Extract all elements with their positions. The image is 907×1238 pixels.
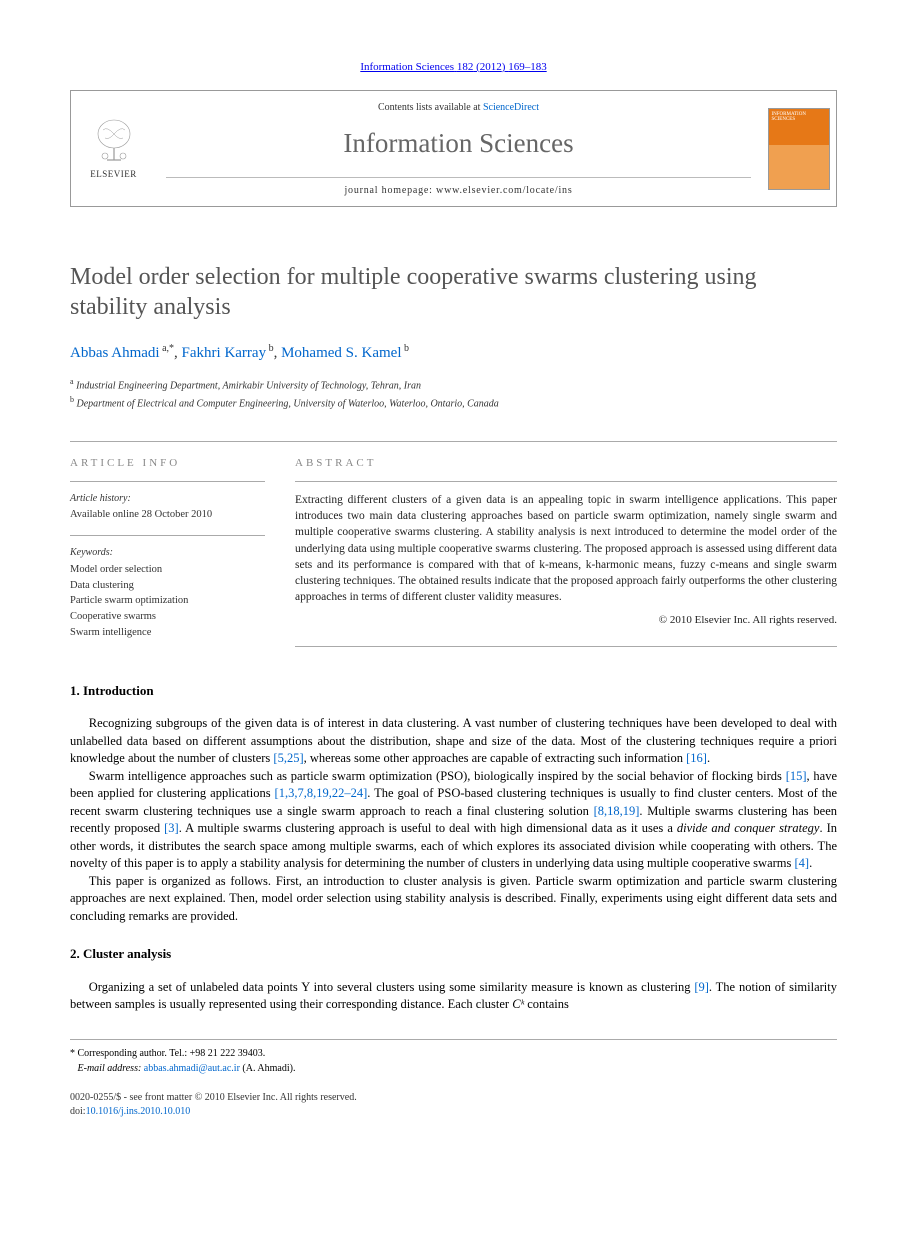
info-abstract-row: ARTICLE INFO Article history: Available … <box>70 441 837 647</box>
article-title: Model order selection for multiple coope… <box>70 262 837 322</box>
s1-p1: Recognizing subgroups of the given data … <box>70 715 837 768</box>
ref-link[interactable]: [3] <box>164 821 179 835</box>
corresponding-footnote: * Corresponding author. Tel.: +98 21 222… <box>70 1046 837 1061</box>
contents-available: Contents lists available at ScienceDirec… <box>156 101 761 115</box>
ref-link[interactable]: [16] <box>686 751 707 765</box>
corresponding-marker: * <box>169 343 174 354</box>
keyword-item: Particle swarm optimization <box>70 593 265 609</box>
abstract-column: ABSTRACT Extracting different clusters o… <box>295 442 837 647</box>
journal-reference: Information Sciences 182 (2012) 169–183 <box>70 60 837 75</box>
ref-link[interactable]: [8,18,19] <box>594 804 640 818</box>
article-history-label: Article history: <box>70 492 265 506</box>
affiliation-b: b Department of Electrical and Computer … <box>70 394 837 411</box>
ref-link[interactable]: [5,25] <box>273 751 303 765</box>
affiliations: a Industrial Engineering Department, Ami… <box>70 376 837 411</box>
email-footnote: E-mail address: abbas.ahmadi@aut.ac.ir (… <box>70 1061 837 1076</box>
front-matter-line: 0020-0255/$ - see front matter © 2010 El… <box>70 1091 837 1105</box>
elsevier-tree-icon <box>89 116 139 166</box>
s1-p2: Swarm intelligence approaches such as pa… <box>70 768 837 873</box>
keyword-item: Swarm intelligence <box>70 625 265 641</box>
emphasis: divide and conquer strategy <box>677 821 820 835</box>
abstract-text: Extracting different clusters of a given… <box>295 492 837 605</box>
abstract-copyright: © 2010 Elsevier Inc. All rights reserved… <box>295 613 837 628</box>
publisher-name: ELSEVIER <box>90 168 137 181</box>
journal-title: Information Sciences <box>156 125 761 163</box>
affiliation-a: a Industrial Engineering Department, Ami… <box>70 376 837 393</box>
article-history-value: Available online 28 October 2010 <box>70 508 265 523</box>
keyword-item: Data clustering <box>70 578 265 594</box>
author-link-1[interactable]: Abbas Ahmadi <box>70 345 160 361</box>
section-1-heading: 1. Introduction <box>70 682 837 700</box>
s2-p1: Organizing a set of unlabeled data point… <box>70 979 837 1014</box>
journal-center: Contents lists available at ScienceDirec… <box>156 91 761 206</box>
authors-line: Abbas Ahmadi a,*, Fakhri Karray b, Moham… <box>70 342 837 364</box>
footer-meta: 0020-0255/$ - see front matter © 2010 El… <box>70 1091 837 1119</box>
journal-header-box: ELSEVIER Contents lists available at Sci… <box>70 90 837 207</box>
journal-homepage: journal homepage: www.elsevier.com/locat… <box>166 177 751 198</box>
abstract-heading: ABSTRACT <box>295 442 837 482</box>
email-link[interactable]: abbas.ahmadi@aut.ac.ir <box>144 1063 240 1074</box>
journal-cover-cell: INFORMATION SCIENCES <box>761 91 836 206</box>
ref-link[interactable]: [1,3,7,8,19,22–24] <box>275 786 368 800</box>
sciencedirect-link[interactable]: ScienceDirect <box>483 102 539 113</box>
keyword-item: Cooperative swarms <box>70 609 265 625</box>
doi-line: doi:10.1016/j.ins.2010.10.010 <box>70 1105 837 1119</box>
section-2-body: Organizing a set of unlabeled data point… <box>70 979 837 1014</box>
author-link-3[interactable]: Mohamed S. Kamel <box>281 345 401 361</box>
author-aff-2: b <box>266 343 274 354</box>
ref-link[interactable]: [9] <box>694 980 709 994</box>
section-1-body: Recognizing subgroups of the given data … <box>70 715 837 925</box>
ref-link[interactable]: [4] <box>795 856 810 870</box>
author-aff-3: b <box>402 343 410 354</box>
publisher-logo-cell: ELSEVIER <box>71 91 156 206</box>
info-divider <box>70 535 265 536</box>
article-info-column: ARTICLE INFO Article history: Available … <box>70 442 265 647</box>
variable: Cᵏ <box>512 997 524 1011</box>
s1-p3: This paper is organized as follows. Firs… <box>70 873 837 926</box>
keywords-label: Keywords: <box>70 546 265 560</box>
section-2-heading: 2. Cluster analysis <box>70 945 837 963</box>
author-link-2[interactable]: Fakhri Karray <box>182 345 267 361</box>
footnotes: * Corresponding author. Tel.: +98 21 222… <box>70 1039 837 1076</box>
doi-link[interactable]: 10.1016/j.ins.2010.10.010 <box>86 1106 191 1117</box>
author-aff-1: a, <box>160 343 169 354</box>
journal-cover-thumbnail[interactable]: INFORMATION SCIENCES <box>768 108 830 190</box>
article-info-heading: ARTICLE INFO <box>70 442 265 482</box>
keywords-list: Model order selection Data clustering Pa… <box>70 562 265 641</box>
keyword-item: Model order selection <box>70 562 265 578</box>
ref-link[interactable]: [15] <box>786 769 807 783</box>
journal-ref-link[interactable]: Information Sciences 182 (2012) 169–183 <box>360 61 546 73</box>
